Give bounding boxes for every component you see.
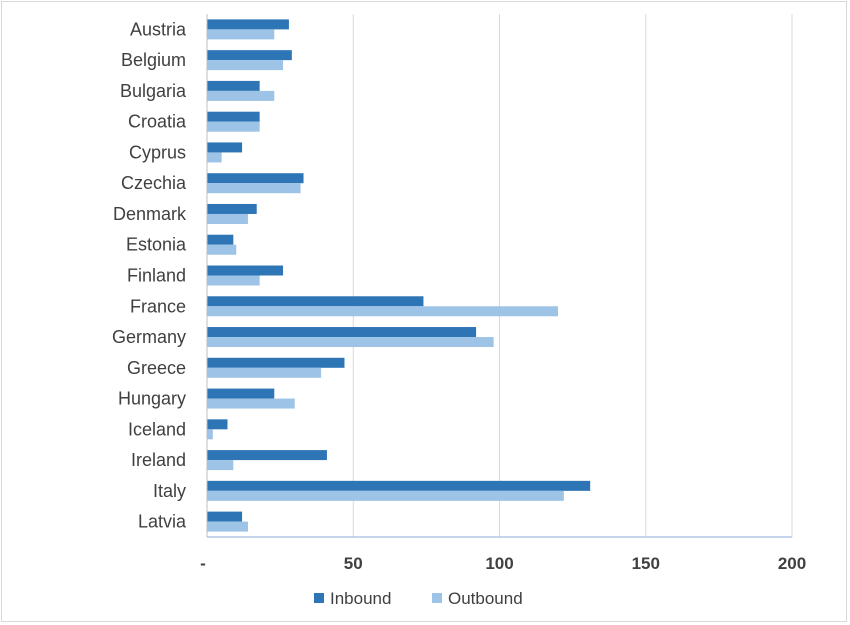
x-tick-label: 100 (485, 554, 513, 573)
category-label: Estonia (126, 235, 187, 255)
bar-inbound-latvia (207, 511, 243, 522)
bar-outbound-bulgaria (207, 90, 275, 101)
bar-outbound-austria (207, 29, 275, 40)
category-label: Czechia (121, 173, 187, 193)
bar-outbound-cyprus (207, 152, 222, 163)
bar-outbound-germany (207, 337, 494, 348)
bar-inbound-finland (207, 265, 284, 276)
bar-outbound-estonia (207, 244, 237, 255)
bar-inbound-belgium (207, 50, 292, 61)
bar-inbound-bulgaria (207, 80, 260, 91)
bar-inbound-iceland (207, 419, 228, 430)
bar-outbound-croatia (207, 121, 260, 132)
legend-swatch-inbound (314, 593, 324, 603)
category-label: Croatia (128, 112, 187, 132)
legend-label-inbound: Inbound (330, 589, 391, 608)
gridlines (207, 14, 793, 538)
category-label: Ireland (131, 450, 186, 470)
bar-outbound-iceland (207, 429, 213, 440)
category-label: Finland (127, 266, 186, 286)
x-tick-label: 200 (778, 554, 806, 573)
bar-inbound-france (207, 296, 424, 307)
bar-inbound-ireland (207, 450, 327, 461)
bar-outbound-czechia (207, 183, 301, 194)
category-label: Austria (130, 19, 187, 39)
category-label: Belgium (121, 50, 186, 70)
category-label: Iceland (128, 419, 186, 439)
bar-inbound-czechia (207, 173, 304, 184)
bar-outbound-greece (207, 367, 322, 378)
bar-inbound-denmark (207, 203, 257, 214)
x-tick-label: 50 (344, 554, 363, 573)
bar-outbound-hungary (207, 398, 295, 409)
bar-inbound-austria (207, 19, 289, 30)
bar-outbound-ireland (207, 460, 234, 471)
category-label: Denmark (113, 204, 187, 224)
bar-outbound-denmark (207, 213, 248, 224)
bar-inbound-greece (207, 357, 345, 368)
category-label: Bulgaria (120, 81, 187, 101)
bar-inbound-estonia (207, 234, 234, 245)
category-label: Latvia (138, 512, 187, 532)
legend-label-outbound: Outbound (448, 589, 523, 608)
bar-inbound-hungary (207, 388, 275, 399)
bar-outbound-finland (207, 275, 260, 286)
bar-outbound-belgium (207, 60, 284, 71)
legend: Inbound Outbound (314, 589, 523, 608)
category-labels: Austria Belgium Bulgaria Croatia Cyprus Czech… (112, 19, 187, 531)
category-label: Cyprus (129, 142, 186, 162)
category-label: France (130, 296, 186, 316)
legend-swatch-outbound (432, 593, 442, 603)
bar-outbound-france (207, 306, 558, 317)
category-label: Germany (112, 327, 186, 347)
x-tick-labels: - 50 100 150 200 (200, 554, 806, 573)
category-label: Greece (127, 358, 186, 378)
x-tick-label: 150 (632, 554, 660, 573)
category-label: Hungary (118, 389, 186, 409)
bar-inbound-croatia (207, 111, 260, 122)
bars (207, 19, 591, 532)
bar-inbound-italy (207, 480, 591, 491)
x-tick-label: - (200, 554, 206, 573)
category-label: Italy (153, 481, 186, 501)
bar-inbound-germany (207, 327, 477, 338)
bar-outbound-latvia (207, 521, 248, 532)
bar-outbound-italy (207, 490, 564, 501)
bar-inbound-cyprus (207, 142, 243, 153)
